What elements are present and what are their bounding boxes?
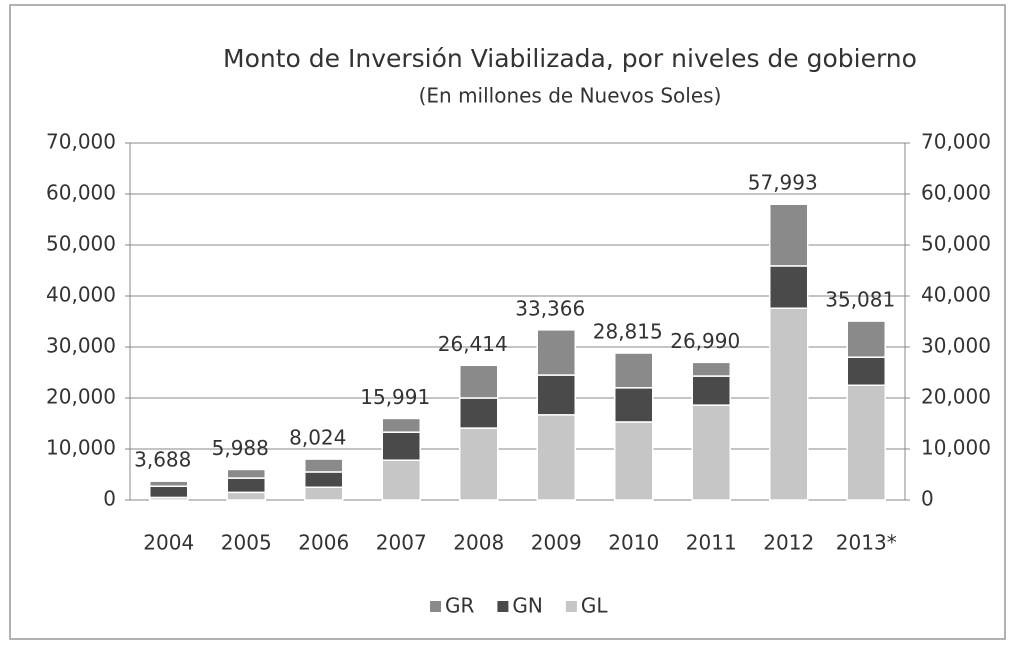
legend-label: GL bbox=[581, 594, 608, 618]
y2-tick-label: 10,000 bbox=[921, 436, 991, 460]
legend-label: GR bbox=[445, 594, 474, 618]
legend-swatch bbox=[497, 601, 509, 612]
y-tick-label: 0 bbox=[103, 487, 116, 511]
bar-segment bbox=[846, 320, 886, 358]
bar-segment bbox=[226, 491, 266, 501]
x-tick-label: 2009 bbox=[531, 531, 582, 555]
total-label: 26,414 bbox=[438, 332, 508, 356]
y2-tick-label: 20,000 bbox=[921, 385, 991, 409]
x-tick-label: 2012 bbox=[763, 531, 814, 555]
bar-segment bbox=[226, 477, 266, 494]
bar-segment bbox=[846, 384, 886, 501]
x-tick-label: 2011 bbox=[686, 531, 737, 555]
y2-tick-label: 30,000 bbox=[921, 334, 991, 358]
legend-swatch bbox=[430, 601, 441, 612]
x-tick-label: 2005 bbox=[221, 531, 272, 555]
bar-segment bbox=[769, 203, 809, 267]
total-label: 28,815 bbox=[593, 320, 663, 344]
bar-segment bbox=[691, 404, 731, 501]
bar-segment bbox=[149, 480, 189, 487]
y2-tick-label: 50,000 bbox=[921, 232, 991, 256]
y-tick-label: 20,000 bbox=[46, 385, 116, 409]
total-label: 35,081 bbox=[825, 288, 895, 312]
y2-tick-label: 70,000 bbox=[921, 130, 991, 154]
bar-segment bbox=[459, 364, 499, 399]
y2-tick-label: 60,000 bbox=[921, 181, 991, 205]
bar-segment bbox=[536, 414, 576, 501]
total-label: 8,024 bbox=[289, 426, 346, 450]
bar-segment bbox=[304, 486, 344, 501]
y-tick-label: 10,000 bbox=[46, 436, 116, 460]
total-label: 57,993 bbox=[748, 171, 818, 195]
x-tick-label: 2007 bbox=[376, 531, 427, 555]
bar-segment bbox=[149, 485, 189, 499]
bar-segment bbox=[381, 417, 421, 433]
chart-title: Monto de Inversión Viabilizada, por nive… bbox=[223, 44, 917, 73]
bar-segment bbox=[614, 421, 654, 501]
bar-segment bbox=[536, 374, 576, 416]
y-tick-label: 70,000 bbox=[46, 130, 116, 154]
bar-segment bbox=[769, 307, 809, 501]
total-label: 26,990 bbox=[670, 329, 740, 353]
total-label: 3,688 bbox=[134, 448, 191, 472]
y-tick-label: 60,000 bbox=[46, 181, 116, 205]
bar-segment bbox=[536, 329, 576, 376]
x-tick-label: 2010 bbox=[608, 531, 659, 555]
bar-segment bbox=[381, 431, 421, 461]
bar-segment bbox=[304, 458, 344, 473]
x-tick-label: 2006 bbox=[298, 531, 349, 555]
bar-segment bbox=[459, 397, 499, 429]
bar-segment bbox=[614, 352, 654, 389]
y-tick-label: 50,000 bbox=[46, 232, 116, 256]
bar-segment bbox=[769, 265, 809, 309]
bar-segment bbox=[691, 361, 731, 377]
y2-tick-label: 0 bbox=[921, 487, 934, 511]
legend-label: GN bbox=[512, 594, 542, 618]
bar-segment bbox=[226, 468, 266, 479]
chart-subtitle: (En millones de Nuevos Soles) bbox=[419, 84, 722, 108]
y-tick-label: 30,000 bbox=[46, 334, 116, 358]
x-tick-label: 2013* bbox=[836, 531, 897, 555]
chart-border bbox=[9, 4, 1006, 640]
bar-segment bbox=[614, 387, 654, 423]
y2-tick-label: 40,000 bbox=[921, 283, 991, 307]
y-tick-label: 40,000 bbox=[46, 283, 116, 307]
bar-segment bbox=[691, 375, 731, 406]
total-label: 5,988 bbox=[212, 436, 269, 460]
bar-segment bbox=[304, 471, 344, 489]
x-tick-label: 2008 bbox=[453, 531, 504, 555]
total-label: 33,366 bbox=[515, 296, 585, 320]
total-label: 15,991 bbox=[360, 385, 430, 409]
bar-segment bbox=[846, 356, 886, 387]
bar-segment bbox=[381, 459, 421, 501]
bar-segment bbox=[459, 427, 499, 501]
legend-swatch bbox=[565, 601, 577, 612]
x-tick-label: 2004 bbox=[143, 531, 194, 555]
